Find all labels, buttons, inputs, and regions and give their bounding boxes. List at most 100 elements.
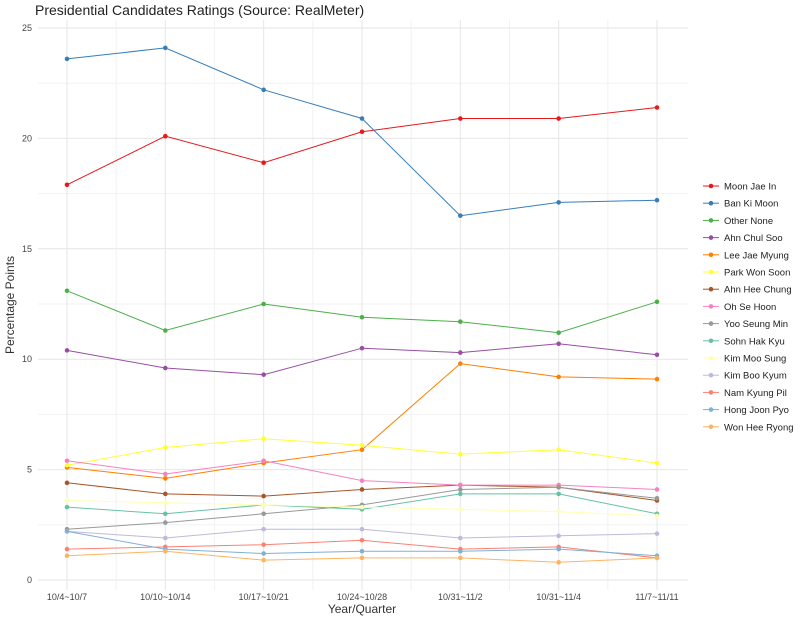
data-point-oh-se-hoon <box>261 458 266 464</box>
data-point-lee-jae-myung <box>458 361 463 366</box>
data-point-moon-jae-in <box>64 182 70 188</box>
series-kim-moo-sung <box>64 498 660 519</box>
data-point-ahn-chul-soo <box>458 350 463 355</box>
series-moon-jae-in <box>64 105 660 188</box>
data-point-won-hee-ryong <box>654 555 660 561</box>
legend-key-point <box>708 355 714 361</box>
data-point-yoo-seung-min <box>163 520 168 525</box>
legend-item-hong-joon-pyo: Hong Joon Pyo <box>703 405 789 416</box>
legend-label: Lee Jae Myung <box>724 250 789 261</box>
x-tick-label: 10/10~10/14 <box>140 592 190 602</box>
legend-item-park-won-soon: Park Won Soon <box>703 268 790 279</box>
legend-item-won-hee-ryong: Won Hee Ryong <box>703 422 794 433</box>
data-point-moon-jae-in <box>556 116 561 121</box>
legend-key-point <box>708 269 714 275</box>
legend-key-point <box>708 183 714 189</box>
data-point-yoo-seung-min <box>654 496 660 501</box>
legend-item-yoo-seung-min: Yoo Seung Min <box>703 319 788 330</box>
legend-label: Other None <box>724 216 773 227</box>
data-point-ahn-chul-soo <box>359 345 365 351</box>
data-point-sohn-hak-kyu <box>458 491 463 497</box>
data-point-hong-joon-pyo <box>359 548 365 554</box>
legend-key-point <box>708 218 714 223</box>
legend-label: Nam Kyung Pil <box>724 388 787 399</box>
data-point-ban-ki-moon <box>64 56 70 62</box>
data-point-hong-joon-pyo <box>458 548 463 554</box>
data-point-won-hee-ryong <box>556 560 561 565</box>
legend-key-point <box>708 390 714 395</box>
series-other-none <box>64 288 660 336</box>
data-point-oh-se-hoon <box>64 458 70 464</box>
legend-label: Oh Se Hoon <box>724 302 776 313</box>
data-point-other-none <box>163 328 168 333</box>
legend-key-point <box>708 407 714 412</box>
data-point-ahn-chul-soo <box>261 372 266 377</box>
data-point-other-none <box>556 330 561 336</box>
x-tick-label: 10/17~10/21 <box>239 592 289 602</box>
legend-label: Kim Moo Sung <box>724 354 786 365</box>
legend-item-other-none: Other None <box>703 216 773 227</box>
legend-item-oh-se-hoon: Oh Se Hoon <box>703 302 776 313</box>
legend-label: Yoo Seung Min <box>724 319 788 330</box>
legend-item-ahn-hee-chung: Ahn Hee Chung <box>703 285 792 296</box>
series-lines <box>64 45 660 565</box>
data-point-lee-jae-myung <box>556 374 561 380</box>
y-tick-label: 0 <box>27 575 32 585</box>
legend-item-kim-moo-sung: Kim Moo Sung <box>703 354 786 365</box>
data-point-park-won-soon <box>163 445 168 450</box>
data-point-sohn-hak-kyu <box>64 504 70 510</box>
data-point-other-none <box>458 319 463 324</box>
legend-key-point <box>708 235 714 240</box>
data-point-kim-boo-kyum <box>654 531 660 536</box>
data-point-park-won-soon <box>64 462 70 468</box>
data-point-ahn-chul-soo <box>556 341 561 347</box>
series-park-won-soon <box>64 436 660 468</box>
x-tick-label: 10/24~10/28 <box>337 592 387 602</box>
legend-item-ban-ki-moon: Ban Ki Moon <box>703 199 778 210</box>
data-point-moon-jae-in <box>359 129 365 135</box>
data-point-park-won-soon <box>556 447 561 453</box>
legend-label: Ban Ki Moon <box>724 199 778 210</box>
data-point-won-hee-ryong <box>359 555 365 561</box>
legend-item-sohn-hak-kyu: Sohn Hak Kyu <box>703 336 785 347</box>
series-ahn-chul-soo <box>64 341 660 377</box>
data-point-hong-joon-pyo <box>556 546 561 552</box>
series-ban-ki-moon <box>64 45 660 218</box>
data-point-kim-moo-sung <box>163 500 168 506</box>
data-point-lee-jae-myung <box>359 447 365 453</box>
legend-key-point <box>708 321 714 326</box>
legend-key-point <box>708 304 714 309</box>
data-point-yoo-seung-min <box>556 484 561 490</box>
data-point-moon-jae-in <box>163 133 168 139</box>
data-point-won-hee-ryong <box>64 553 70 559</box>
legend-key-point <box>708 252 714 258</box>
data-point-moon-jae-in <box>654 105 660 110</box>
data-point-kim-moo-sung <box>458 507 463 512</box>
legend-item-ahn-chul-soo: Ahn Chul Soo <box>703 233 783 244</box>
legend-label: Sohn Hak Kyu <box>724 336 785 347</box>
data-point-other-none <box>359 314 365 320</box>
x-tick-label: 10/4~10/7 <box>47 592 87 602</box>
data-point-park-won-soon <box>654 460 660 466</box>
data-point-other-none <box>654 299 660 305</box>
y-axis-label: Percentage Points <box>3 256 17 354</box>
data-point-other-none <box>64 288 70 294</box>
x-tick-label: 11/7~11/11 <box>635 592 678 602</box>
data-point-park-won-soon <box>359 443 365 448</box>
legend-item-moon-jae-in: Moon Jae In <box>703 182 776 193</box>
data-point-oh-se-hoon <box>163 471 168 477</box>
data-point-ban-ki-moon <box>359 116 365 121</box>
data-point-moon-jae-in <box>261 160 266 165</box>
data-point-other-none <box>261 301 266 307</box>
data-point-nam-kyung-pil <box>64 546 70 552</box>
data-point-kim-moo-sung <box>64 498 70 503</box>
legend-label: Moon Jae In <box>724 182 776 193</box>
y-tick-label: 25 <box>22 23 32 33</box>
x-axis-label: Year/Quarter <box>328 602 396 616</box>
data-point-ban-ki-moon <box>261 87 266 93</box>
data-point-nam-kyung-pil <box>261 542 266 547</box>
data-point-ahn-chul-soo <box>163 365 168 371</box>
series-won-hee-ryong <box>64 548 660 565</box>
data-point-lee-jae-myung <box>163 476 168 481</box>
